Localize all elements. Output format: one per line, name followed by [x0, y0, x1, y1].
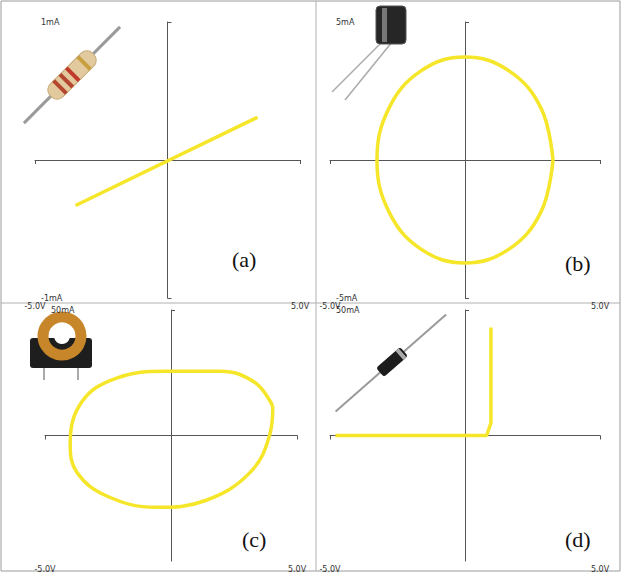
svg-text:5.0V: 5.0V: [591, 565, 610, 573]
svg-text:(c): (c): [242, 527, 266, 552]
svg-text:-5mA: -5mA: [336, 293, 358, 303]
svg-text:5.0V: 5.0V: [288, 565, 307, 573]
svg-text:5mA: 5mA: [336, 18, 355, 27]
svg-text:5.0V: 5.0V: [291, 302, 310, 311]
svg-text:(b): (b): [565, 251, 591, 276]
svg-text:50mA: 50mA: [51, 306, 75, 315]
svg-text:5.0V: 5.0V: [591, 302, 610, 311]
svg-text:-5.0V: -5.0V: [24, 302, 46, 311]
svg-text:(a): (a): [232, 247, 256, 272]
svg-text:50mA: 50mA: [336, 305, 360, 315]
svg-text:(d): (d): [565, 527, 591, 552]
svg-text:-5.0V: -5.0V: [319, 565, 341, 573]
svg-text:-5.0V: -5.0V: [34, 565, 56, 573]
svg-text:-5.0V: -5.0V: [319, 302, 341, 311]
svg-text:-1mA: -1mA: [41, 293, 63, 303]
svg-text:1mA: 1mA: [41, 18, 60, 27]
